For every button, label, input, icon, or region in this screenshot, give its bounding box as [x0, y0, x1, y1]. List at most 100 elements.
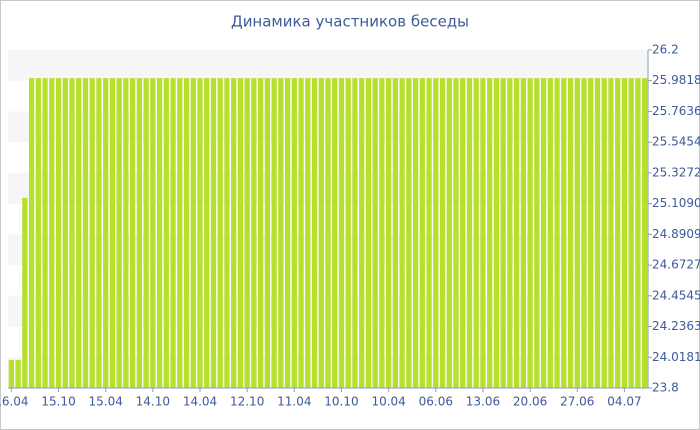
- y-tick-label: 23.8: [652, 381, 679, 395]
- bar: [170, 78, 176, 389]
- y-tick-label: 25.5454: [652, 135, 700, 149]
- bar: [103, 78, 109, 389]
- bar: [453, 78, 459, 389]
- bar: [190, 78, 196, 389]
- bar: [109, 78, 116, 389]
- bar: [298, 78, 304, 389]
- bar: [487, 78, 493, 389]
- bar: [217, 78, 223, 389]
- bar: [130, 78, 136, 389]
- bar: [345, 78, 351, 389]
- bar: [379, 78, 385, 389]
- bar: [399, 78, 405, 389]
- bar: [318, 78, 324, 389]
- bar: [338, 78, 345, 389]
- bar: [594, 78, 601, 389]
- y-tick-label: 24.6727: [652, 258, 700, 272]
- y-tick-label: 25.7636: [652, 104, 700, 118]
- bar: [231, 78, 237, 389]
- bar: [42, 78, 48, 389]
- bar: [163, 78, 169, 389]
- bar: [540, 78, 547, 389]
- bar: [500, 78, 506, 389]
- x-tick-label: 12.10: [230, 395, 264, 409]
- bar: [433, 78, 439, 389]
- bar: [264, 78, 270, 389]
- bar: [278, 78, 284, 389]
- bar: [28, 78, 35, 389]
- bar: [628, 78, 634, 389]
- bar: [493, 78, 500, 389]
- bar: [210, 78, 217, 389]
- bar: [365, 78, 372, 389]
- bar: [608, 78, 614, 389]
- bar: [359, 78, 365, 389]
- bar: [35, 78, 41, 389]
- bar: [311, 78, 318, 389]
- x-tick-label: 27.06: [560, 395, 594, 409]
- bar: [426, 78, 432, 389]
- bar: [507, 78, 513, 389]
- bar: [183, 78, 190, 389]
- bar: [197, 78, 203, 389]
- x-tick-label: 15.04: [89, 395, 123, 409]
- y-tick-label: 25.9818: [652, 73, 700, 87]
- bar: [69, 78, 75, 389]
- bar: [615, 78, 621, 389]
- x-tick-label: 14.10: [136, 395, 170, 409]
- y-tick-label: 24.0181: [652, 350, 700, 364]
- bar: [143, 78, 149, 389]
- x-tick-label: 11.04: [277, 395, 311, 409]
- bar: [22, 197, 28, 388]
- bar: [601, 78, 607, 389]
- bar: [392, 78, 398, 389]
- bar: [96, 78, 102, 389]
- bar: [386, 78, 392, 389]
- bar: [136, 78, 142, 389]
- bar: [554, 78, 560, 389]
- chart-title: Динамика участников беседы: [231, 13, 469, 31]
- x-tick-label: 14.04: [183, 395, 217, 409]
- bar: [574, 78, 580, 389]
- bar: [527, 78, 533, 389]
- x-tick-label: 15.10: [41, 395, 75, 409]
- bar: [372, 78, 378, 389]
- bar: [419, 78, 425, 389]
- bar: [271, 78, 277, 389]
- bar: [581, 78, 587, 389]
- bar: [621, 78, 628, 389]
- y-tick-label: 24.8909: [652, 227, 700, 241]
- bar: [284, 78, 291, 389]
- bar: [55, 78, 62, 389]
- bar: [116, 78, 122, 389]
- grid-band: [8, 50, 648, 81]
- bar: [561, 78, 567, 389]
- bar: [123, 78, 129, 389]
- bar: [642, 78, 648, 389]
- x-tick-label: 04.07: [607, 395, 641, 409]
- y-tick-label: 24.2363: [652, 319, 700, 333]
- bar: [49, 78, 55, 389]
- y-tick-label: 25.1090: [652, 196, 700, 210]
- x-tick-label: 06.06: [419, 395, 453, 409]
- bar: [291, 78, 297, 389]
- bar: [446, 78, 452, 389]
- bar: [82, 78, 89, 389]
- bar: [251, 78, 257, 389]
- bar: [460, 78, 466, 389]
- bar: [412, 78, 419, 389]
- y-tick-label: 26.2: [652, 43, 679, 57]
- bar: [15, 359, 21, 388]
- x-tick-label: 10.04: [371, 395, 405, 409]
- bar: [473, 78, 479, 389]
- bar: [588, 78, 594, 389]
- bar: [156, 78, 163, 389]
- bar: [480, 78, 486, 389]
- bar: [466, 78, 473, 389]
- y-tick-label: 24.4545: [652, 288, 700, 302]
- bar: [8, 359, 14, 388]
- x-tick-label: 20.06: [513, 395, 547, 409]
- bar: [534, 78, 540, 389]
